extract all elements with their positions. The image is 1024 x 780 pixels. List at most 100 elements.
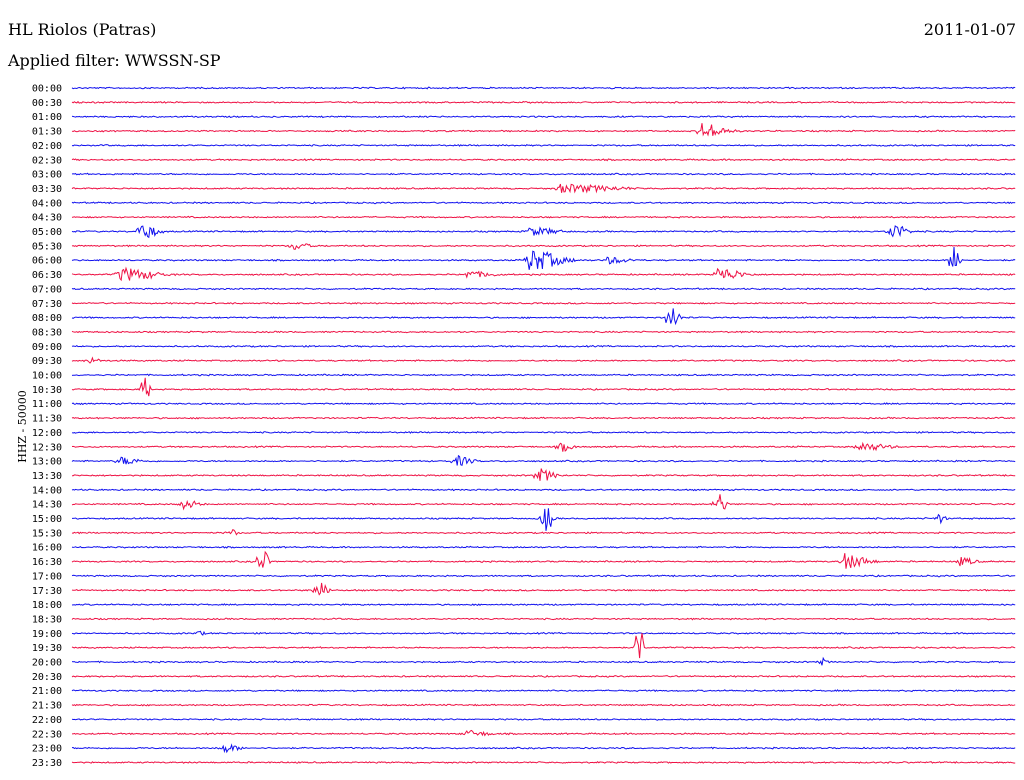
trace-line	[71, 143, 1016, 147]
trace-line	[71, 344, 1016, 348]
trace-line	[72, 508, 1016, 531]
trace-line	[71, 225, 1016, 239]
time-tick-label: 12:00	[32, 428, 62, 439]
trace-line	[71, 454, 1016, 466]
time-tick-label: 01:00	[32, 112, 62, 123]
time-tick-label: 08:30	[32, 327, 62, 338]
trace-line	[71, 330, 1016, 334]
time-tick-label: 10:30	[32, 385, 62, 396]
time-tick-label: 07:00	[32, 284, 62, 295]
trace-line	[71, 246, 1016, 270]
trace-line	[71, 717, 1016, 721]
trace-line	[71, 689, 1016, 693]
time-tick-label: 17:00	[32, 571, 62, 582]
trace-line	[71, 123, 1016, 137]
time-tick-label: 00:30	[32, 98, 62, 109]
time-tick-label: 00:00	[32, 84, 62, 95]
trace-line	[71, 266, 1016, 282]
trace-line	[72, 468, 1016, 481]
filter-label: Applied filter: WWSSN-SP	[8, 51, 221, 70]
trace-line	[71, 201, 1016, 205]
time-tick-label: 08:00	[32, 313, 62, 324]
trace-line	[71, 377, 1016, 397]
time-tick-label: 17:30	[32, 586, 62, 597]
seismogram-traces	[71, 86, 1016, 764]
time-tick-label: 18:00	[32, 600, 62, 611]
time-tick-label: 16:30	[32, 557, 62, 568]
time-tick-label: 04:30	[32, 213, 62, 224]
time-tick-label: 23:00	[32, 744, 62, 755]
trace-line	[71, 243, 1016, 250]
time-tick-label: 23:30	[32, 758, 62, 769]
time-tick-label: 11:00	[32, 399, 62, 410]
trace-line	[71, 356, 1016, 364]
time-tick-label: 09:00	[32, 342, 62, 353]
trace-line	[71, 550, 1016, 569]
trace-line	[71, 674, 1016, 678]
trace-line	[71, 703, 1016, 707]
trace-line	[71, 630, 1016, 636]
time-tick-label: 13:30	[32, 471, 62, 482]
time-tick-labels: 00:00 00:30 01:00 01:30 02:00 02:30 03:00 03:30…	[32, 84, 62, 769]
time-tick-label: 14:00	[32, 485, 62, 496]
trace-line	[71, 761, 1016, 764]
trace-line	[71, 430, 1016, 434]
time-tick-label: 16:00	[32, 543, 62, 554]
trace-line	[72, 729, 1016, 737]
trace-line	[71, 603, 1016, 607]
time-tick-label: 20:00	[32, 658, 62, 669]
time-tick-label: 09:30	[32, 356, 62, 367]
time-tick-label: 03:00	[32, 170, 62, 181]
time-tick-label: 22:00	[32, 715, 62, 726]
time-tick-label: 01:30	[32, 127, 62, 138]
trace-line	[71, 301, 1016, 305]
time-tick-label: 15:00	[32, 514, 62, 525]
trace-line	[71, 172, 1016, 176]
trace-line	[71, 183, 1016, 194]
trace-line	[71, 158, 1016, 162]
trace-line	[71, 215, 1016, 219]
trace-line	[71, 582, 1016, 596]
time-tick-label: 02:30	[32, 155, 62, 166]
time-tick-label: 15:30	[32, 528, 62, 539]
time-tick-label: 06:00	[32, 256, 62, 267]
time-tick-label: 05:30	[32, 241, 62, 252]
trace-line	[71, 86, 1016, 90]
trace-line	[71, 574, 1016, 578]
time-tick-label: 18:30	[32, 614, 62, 625]
time-tick-label: 14:30	[32, 500, 62, 511]
trace-line	[71, 441, 1016, 452]
time-tick-label: 11:30	[32, 414, 62, 425]
trace-line	[71, 656, 1016, 666]
time-tick-label: 07:30	[32, 299, 62, 310]
station-title: HL Riolos (Patras)	[8, 20, 157, 39]
time-tick-label: 20:30	[32, 672, 62, 683]
trace-line	[71, 545, 1016, 549]
trace-line	[71, 115, 1016, 119]
time-tick-label: 12:30	[32, 442, 62, 453]
trace-line	[71, 308, 1016, 326]
trace-line	[71, 402, 1016, 406]
trace-line	[71, 743, 1016, 754]
time-tick-label: 03:30	[32, 184, 62, 195]
trace-line	[71, 529, 1016, 536]
time-tick-label: 02:00	[32, 141, 62, 152]
trace-line	[71, 494, 1016, 511]
time-tick-label: 10:00	[32, 371, 62, 382]
time-tick-label: 19:00	[32, 629, 62, 640]
trace-line	[71, 617, 1016, 621]
trace-line	[71, 488, 1016, 492]
time-tick-label: 04:00	[32, 198, 62, 209]
time-tick-label: 21:30	[32, 701, 62, 712]
trace-line	[71, 287, 1016, 291]
trace-line	[71, 100, 1016, 104]
date-label: 2011-01-07	[923, 20, 1016, 39]
time-tick-label: 19:30	[32, 643, 62, 654]
trace-line	[71, 416, 1016, 420]
time-tick-label: 13:00	[32, 457, 62, 468]
trace-line	[71, 373, 1016, 377]
time-tick-label: 22:30	[32, 729, 62, 740]
time-tick-label: 21:00	[32, 686, 62, 697]
time-tick-label: 05:00	[32, 227, 62, 238]
